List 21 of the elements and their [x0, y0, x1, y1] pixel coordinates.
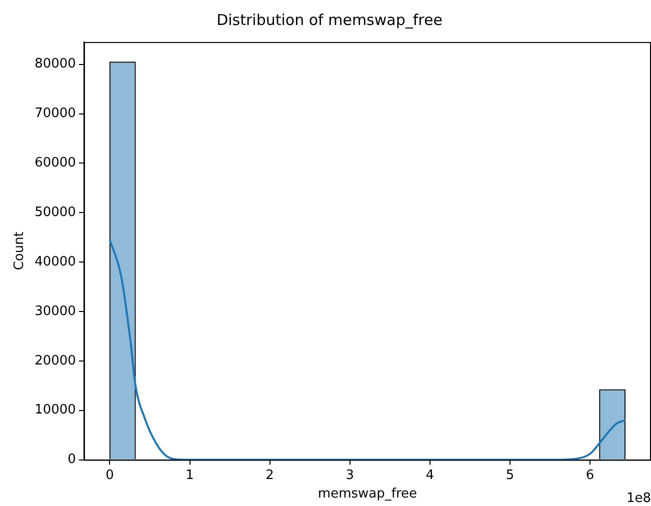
y-tick-label: 60000: [34, 156, 76, 171]
line-series: [108, 238, 626, 460]
y-tick-label: 10000: [34, 402, 76, 418]
y-tick-label: 40000: [34, 254, 76, 270]
y-tick-label: 50000: [34, 205, 76, 220]
y-axis-title: Count: [12, 232, 28, 270]
x-tick-label: 3: [346, 468, 354, 483]
chart-title: Distribution of memswap_free: [216, 10, 442, 29]
x-tick-label: 5: [506, 468, 514, 483]
x-tick-label: 0: [106, 468, 114, 483]
y-tick-label: 30000: [34, 304, 76, 319]
y-tick-label: 20000: [34, 353, 76, 368]
text: 1e8: [626, 490, 651, 506]
y-tick-label: 0: [68, 452, 76, 468]
x-tick-label: 1: [186, 468, 194, 483]
y-tick-label: 80000: [34, 56, 76, 72]
x-tick-label: 6: [586, 468, 594, 483]
x-tick-label: 2: [266, 468, 274, 483]
y-tick-label: 70000: [34, 106, 76, 122]
x-axis-title: memswap_free: [318, 486, 418, 502]
x-tick-label: 4: [426, 468, 434, 483]
